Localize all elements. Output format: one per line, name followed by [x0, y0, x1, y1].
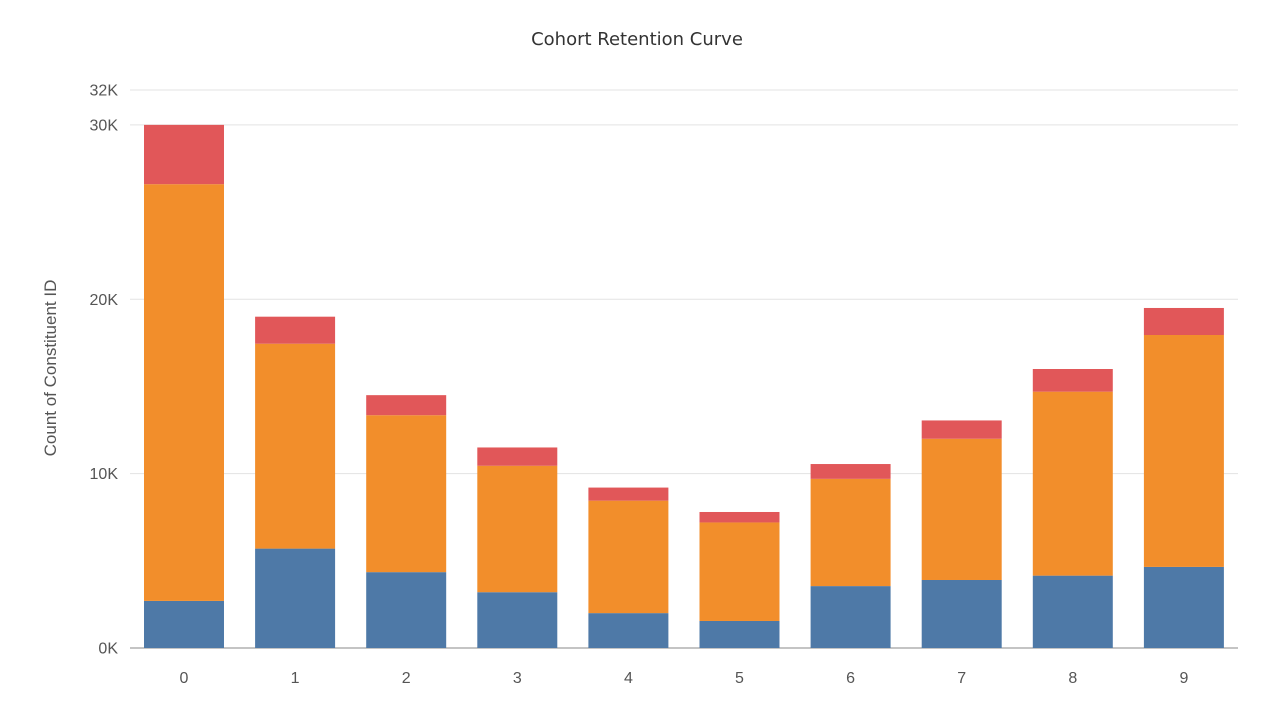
bar-segment-2-0[interactable] — [366, 572, 447, 648]
bar-segment-4-0[interactable] — [588, 613, 669, 648]
bar-segment-6-1[interactable] — [810, 478, 891, 587]
bar-segment-1-0[interactable] — [255, 548, 336, 648]
bar-segment-3-0[interactable] — [477, 592, 558, 648]
x-tick-label: 4 — [624, 670, 633, 687]
bar-segment-9-0[interactable] — [1143, 566, 1224, 648]
x-tick-label: 2 — [402, 670, 411, 687]
bar-segment-0-2[interactable] — [144, 124, 224, 185]
x-tick-label: 1 — [291, 670, 300, 687]
bar-segment-1-2[interactable] — [255, 316, 336, 344]
x-tick-label: 7 — [957, 670, 966, 687]
y-tick-label: 20K — [90, 292, 119, 309]
bar-segment-8-2[interactable] — [1032, 369, 1113, 392]
bar-segment-0-1[interactable] — [144, 184, 224, 601]
bar-segment-3-2[interactable] — [477, 447, 558, 466]
bar-segment-7-0[interactable] — [921, 579, 1002, 648]
x-tick-label: 0 — [180, 670, 189, 687]
bar-segment-9-2[interactable] — [1143, 307, 1224, 335]
bar-segment-8-1[interactable] — [1032, 391, 1113, 576]
bar-segment-0-0[interactable] — [144, 600, 224, 648]
y-tick-label: 30K — [90, 117, 119, 134]
x-tick-label: 3 — [513, 670, 522, 687]
bar-segment-2-1[interactable] — [366, 415, 447, 573]
x-tick-label: 9 — [1179, 670, 1188, 687]
bar-segment-6-2[interactable] — [810, 464, 891, 479]
y-tick-label: 10K — [90, 466, 119, 483]
tick-labels: 0K 10K 20K 30K 32K 0 1 2 3 4 5 6 7 8 9 — [90, 83, 1189, 688]
bar-segment-7-2[interactable] — [921, 420, 1002, 439]
bar-segment-4-2[interactable] — [588, 487, 669, 501]
x-tick-label: 5 — [735, 670, 744, 687]
bar-segment-8-0[interactable] — [1032, 575, 1113, 648]
bar-segment-7-1[interactable] — [921, 438, 1002, 580]
bar-segment-2-2[interactable] — [366, 395, 447, 416]
bar-segment-9-1[interactable] — [1143, 334, 1224, 567]
bar-segment-4-1[interactable] — [588, 500, 669, 614]
bar-segment-1-1[interactable] — [255, 343, 336, 549]
chart-title: Cohort Retention Curve — [531, 29, 743, 50]
bar-segment-5-0[interactable] — [699, 620, 780, 648]
y-tick-label: 32K — [90, 83, 119, 100]
x-tick-label: 8 — [1068, 670, 1077, 687]
x-tick-label: 6 — [846, 670, 855, 687]
bar-segment-5-1[interactable] — [699, 522, 780, 621]
bars — [144, 124, 1224, 648]
y-tick-label: 0K — [98, 641, 118, 658]
bar-segment-6-0[interactable] — [810, 586, 891, 648]
bar-segment-3-1[interactable] — [477, 465, 558, 593]
y-axis-label: Count of Constituent ID — [41, 280, 60, 457]
bar-segment-5-2[interactable] — [699, 511, 780, 523]
